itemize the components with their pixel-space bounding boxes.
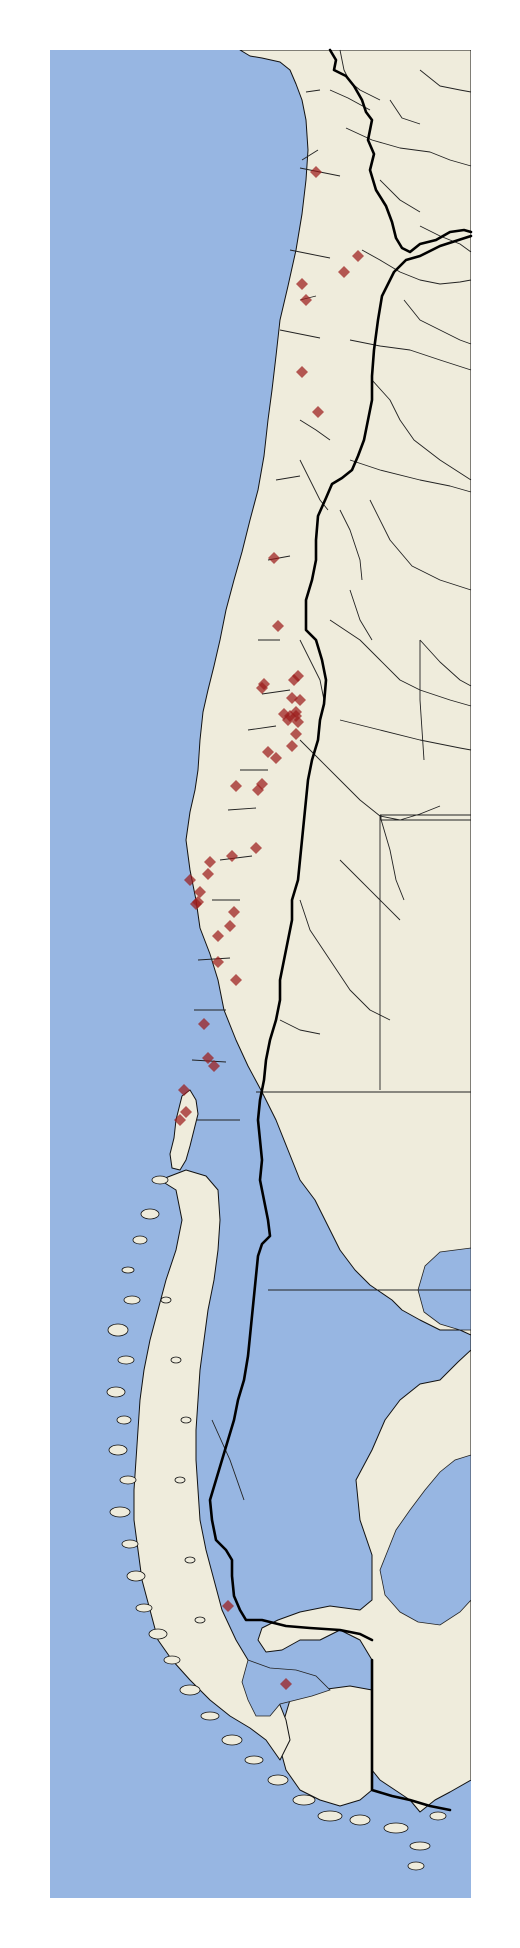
occurrence-marker[interactable] <box>294 694 306 706</box>
islands <box>106 1175 447 1871</box>
occurrence-marker[interactable] <box>290 728 302 740</box>
occurrence-marker[interactable] <box>312 406 324 418</box>
golfo-san-jorge <box>379 1454 471 1626</box>
occurrence-marker[interactable] <box>198 1018 210 1030</box>
occurrence-marker[interactable] <box>338 266 350 278</box>
occurrence-marker[interactable] <box>286 740 298 752</box>
occurrence-marker[interactable] <box>268 552 280 564</box>
occurrence-marker[interactable] <box>288 674 300 686</box>
occurrence-marker[interactable] <box>230 780 242 792</box>
occurrence-marker[interactable] <box>292 716 304 728</box>
southern-archipelago <box>133 1169 291 1761</box>
occurrence-marker[interactable] <box>180 1106 192 1118</box>
golfo-san-matias <box>417 1247 471 1331</box>
chile-argentina-border <box>208 234 473 1642</box>
occurrence-marker[interactable] <box>262 746 274 758</box>
occurrence-marker[interactable] <box>202 868 214 880</box>
occurrence-marker[interactable] <box>300 294 312 306</box>
occurrence-marker[interactable] <box>270 752 282 764</box>
mainland <box>185 50 471 1813</box>
occurrence-marker[interactable] <box>202 1052 214 1064</box>
occurrence-marker[interactable] <box>184 874 196 886</box>
occurrence-marker[interactable] <box>250 842 262 854</box>
occurrence-marker[interactable] <box>352 250 364 262</box>
chiloe-island <box>169 1089 199 1171</box>
occurrence-marker[interactable] <box>204 856 216 868</box>
occurrence-marker[interactable] <box>212 930 224 942</box>
occurrence-marker[interactable] <box>230 974 242 986</box>
occurrence-marker[interactable] <box>280 1678 292 1690</box>
occurrence-marker[interactable] <box>174 1114 186 1126</box>
occurrence-marker[interactable] <box>194 886 206 898</box>
tierra-del-fuego-border <box>370 1658 452 1812</box>
occurrence-marker[interactable] <box>224 920 236 932</box>
occurrence-marker[interactable] <box>228 906 240 918</box>
occurrence-marker[interactable] <box>212 956 224 968</box>
occurrence-marker[interactable] <box>310 166 322 178</box>
occurrence-marker[interactable] <box>296 278 308 290</box>
occurrence-marker[interactable] <box>256 682 268 694</box>
occurrence-marker[interactable] <box>178 1084 190 1096</box>
occurrence-marker[interactable] <box>278 708 290 720</box>
occurrence-marker[interactable] <box>272 620 284 632</box>
occurrence-marker[interactable] <box>252 784 264 796</box>
occurrence-markers <box>174 166 364 1690</box>
occurrence-marker[interactable] <box>226 850 238 862</box>
occurrence-marker[interactable] <box>296 366 308 378</box>
occurrence-marker[interactable] <box>222 1600 234 1612</box>
occurrence-marker[interactable] <box>190 898 202 910</box>
occurrence-marker[interactable] <box>208 1060 220 1072</box>
admin-boundaries <box>191 49 472 1501</box>
international-border <box>328 48 473 254</box>
